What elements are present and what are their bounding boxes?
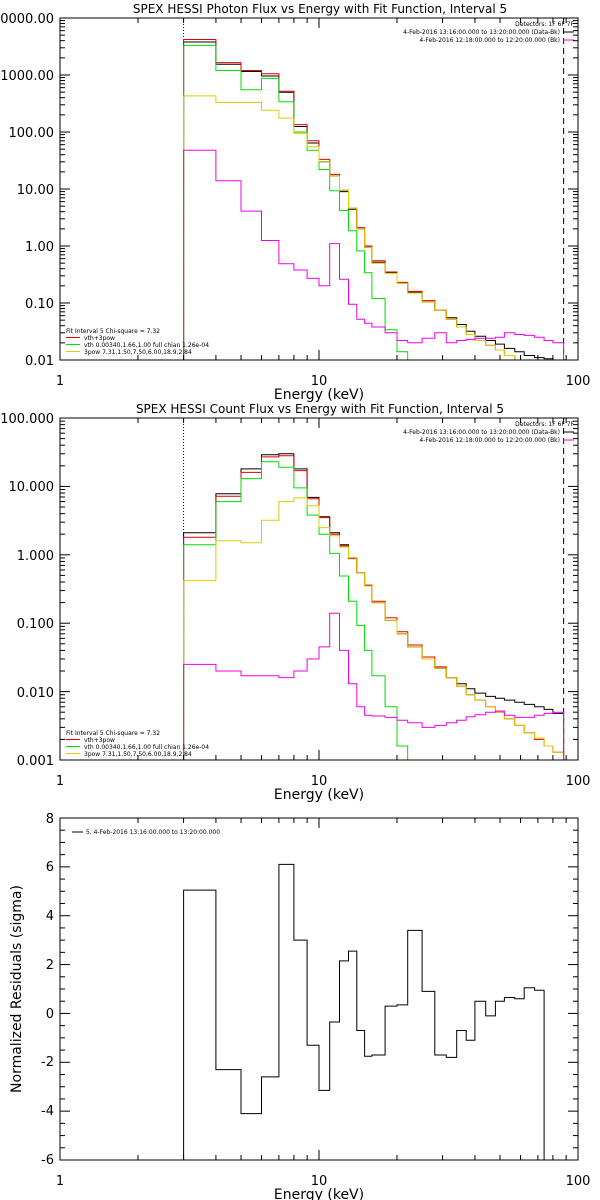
count-flux-x-tick-1: 1 xyxy=(56,774,64,789)
residuals-y-label: Normalized Residuals (sigma) xyxy=(9,885,25,1093)
photon-flux-x-ticks: 1 10 100 xyxy=(56,374,591,389)
count-flux-y-ticks: 0.001 0.010 0.100 1.000 10.000 100.000 xyxy=(0,412,54,769)
count-flux-y-tick: 0.010 xyxy=(17,686,54,701)
photon-flux-plot-area xyxy=(183,18,565,360)
photon-flux-y-ticks: 0.01 0.10 1.00 10.00 100.00 1000.00 1000… xyxy=(0,12,54,369)
residuals-y-tick: 8 xyxy=(46,812,54,827)
photon-flux-legend: Fit Interval 5 Chi-square = 7.32 vth+3po… xyxy=(66,328,209,356)
count-flux-x-tick-10: 10 xyxy=(311,774,328,789)
count-flux-series-2 xyxy=(183,461,409,760)
count-flux-legend-vth: vth 0.00340,1.66,1.00 full chian 1.26e-0… xyxy=(84,744,209,751)
residuals-y-ticks: -6 -4 -2 0 2 4 6 8 xyxy=(41,812,54,1168)
residuals-x-ticks: 1 10 100 xyxy=(56,1174,591,1189)
photon-flux-y-tick: 0.01 xyxy=(25,354,54,369)
residuals-panel: 1 10 100 -6 -4 -2 0 2 4 6 8 Normalized R… xyxy=(9,812,590,1200)
residuals-tick-marks xyxy=(59,817,579,1161)
count-flux-header: Detectors: 1F 6F 7F 4-Feb-2016 13:16:00.… xyxy=(403,421,574,444)
residuals-x-tick-10: 10 xyxy=(311,1174,328,1189)
photon-flux-legend-3pow: 3pow 7.31,1.50,7.50,6.00,18.9,2.84 xyxy=(84,349,192,356)
residuals-series-0 xyxy=(183,863,554,1160)
photon-flux-series-3 xyxy=(183,95,525,360)
count-flux-series-3 xyxy=(183,497,565,760)
residuals-y-tick: -2 xyxy=(41,1055,54,1070)
count-flux-x-label: Energy (keV) xyxy=(274,787,364,803)
photon-flux-fit-info: Fit Interval 5 Chi-square = 7.32 xyxy=(66,328,160,335)
residuals-plot-area xyxy=(183,863,554,1160)
count-flux-tick-marks xyxy=(59,417,579,761)
photon-flux-x-label: Energy (keV) xyxy=(274,387,364,403)
photon-flux-series-4 xyxy=(183,149,565,360)
residuals-axes-frame xyxy=(59,817,579,1161)
photon-flux-legend-vth3pow: vth+3pow xyxy=(84,335,115,342)
photon-flux-x-tick-100: 100 xyxy=(566,374,591,389)
photon-flux-y-tick: 100.00 xyxy=(9,126,55,141)
photon-flux-y-tick: 1.00 xyxy=(25,240,54,255)
photon-flux-detectors: Detectors: 1F 6F 7F xyxy=(515,21,574,28)
photon-flux-axes-frame xyxy=(59,17,579,361)
photon-flux-panel: SPEX HESSI Photon Flux vs Energy with Fi… xyxy=(0,2,591,403)
count-flux-plot-area xyxy=(183,418,565,760)
residuals-y-tick: 6 xyxy=(46,860,54,875)
count-flux-panel: SPEX HESSI Count Flux vs Energy with Fit… xyxy=(0,402,591,803)
count-flux-title: SPEX HESSI Count Flux vs Energy with Fit… xyxy=(136,402,504,416)
count-flux-detectors: Detectors: 1F 6F 7F xyxy=(515,421,574,428)
photon-flux-x-tick-10: 10 xyxy=(311,374,328,389)
residuals-y-tick: 2 xyxy=(46,958,54,973)
residuals-y-tick: -6 xyxy=(41,1153,54,1168)
photon-flux-title: SPEX HESSI Photon Flux vs Energy with Fi… xyxy=(133,2,507,16)
photon-flux-data-interval: 4-Feb-2016 13:16:00.000 to 13:20:00.000 … xyxy=(403,29,560,36)
count-flux-series-4 xyxy=(183,612,565,760)
count-flux-y-tick: 1.000 xyxy=(17,549,54,564)
residuals-x-tick-1: 1 xyxy=(56,1174,64,1189)
photon-flux-y-tick: 10000.00 xyxy=(0,12,54,27)
photon-flux-bk-interval: 4-Feb-2016 12:18:00.000 to 12:20:00.000 … xyxy=(419,37,560,44)
count-flux-data-interval: 4-Feb-2016 13:16:00.000 to 13:20:00.000 … xyxy=(403,429,560,436)
photon-flux-x-tick-1: 1 xyxy=(56,374,64,389)
count-flux-legend: Fit Interval 5 Chi-square = 7.32 vth+3po… xyxy=(66,730,209,758)
residuals-x-tick-100: 100 xyxy=(566,1174,591,1189)
residuals-legend: 5, 4-Feb-2016 13:16:00.000 to 13:20:00.0… xyxy=(72,829,220,836)
count-flux-y-tick: 0.100 xyxy=(17,617,54,632)
count-flux-legend-vth3pow: vth+3pow xyxy=(84,737,115,744)
count-flux-bk-interval: 4-Feb-2016 12:18:00.000 to 12:20:00.000 … xyxy=(419,437,560,444)
residuals-y-tick: -4 xyxy=(41,1104,54,1119)
photon-flux-header: Detectors: 1F 6F 7F 4-Feb-2016 13:16:00.… xyxy=(403,21,574,44)
photon-flux-tick-marks xyxy=(59,17,579,361)
residuals-y-tick: 4 xyxy=(46,909,54,924)
residuals-legend-label: 5, 4-Feb-2016 13:16:00.000 to 13:20:00.0… xyxy=(86,829,220,836)
residuals-x-label: Energy (keV) xyxy=(274,1187,364,1200)
count-flux-y-tick: 10.000 xyxy=(9,480,55,495)
count-flux-legend-3pow: 3pow 7.31,1.50,7.50,6.00,18.9,2.84 xyxy=(84,751,192,758)
photon-flux-y-tick: 10.00 xyxy=(17,183,54,198)
residuals-y-tick: 0 xyxy=(46,1007,54,1022)
count-flux-x-ticks: 1 10 100 xyxy=(56,774,591,789)
count-flux-y-tick: 100.000 xyxy=(0,412,54,427)
count-flux-x-tick-100: 100 xyxy=(566,774,591,789)
count-flux-fit-info: Fit Interval 5 Chi-square = 7.32 xyxy=(66,730,160,737)
count-flux-y-tick: 0.001 xyxy=(17,754,54,769)
photon-flux-y-tick: 0.10 xyxy=(25,297,54,312)
photon-flux-y-tick: 1000.00 xyxy=(0,69,54,84)
photon-flux-legend-vth: vth 0.00340,1.66,1.00 full chian 1.26e-0… xyxy=(84,342,209,349)
count-flux-axes-frame xyxy=(59,417,579,761)
